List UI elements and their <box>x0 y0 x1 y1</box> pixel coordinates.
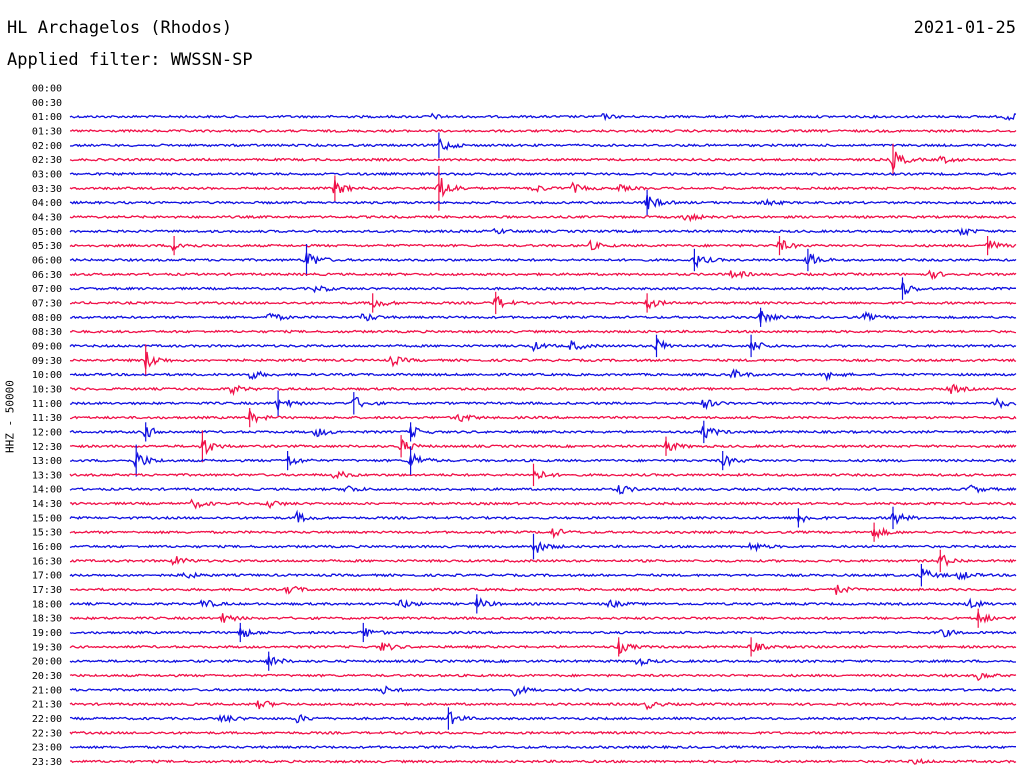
row-time-label: 05:00 <box>32 227 62 238</box>
trace-line <box>69 212 1017 223</box>
trace-line <box>69 171 1017 177</box>
row-time-label: 00:30 <box>32 98 62 109</box>
trace-line <box>69 526 1017 540</box>
row-time-label: 21:00 <box>32 685 62 696</box>
trace-line <box>69 744 1016 750</box>
row-time-label: 08:00 <box>32 313 62 324</box>
row-time-label: 20:00 <box>32 657 62 668</box>
trace-line <box>69 554 1017 568</box>
trace-line <box>69 239 1017 252</box>
row-time-label: 04:30 <box>32 212 62 223</box>
row-time-label: 07:00 <box>32 284 62 295</box>
row-time-label: 22:30 <box>32 728 62 739</box>
trace-line <box>69 612 1016 624</box>
row-time-label: 06:00 <box>32 255 62 266</box>
date-label: 2021-01-25 <box>913 18 1016 38</box>
row-time-label: 03:00 <box>32 169 62 180</box>
trace-line <box>69 470 1017 480</box>
row-time-label: 23:00 <box>32 743 62 754</box>
trace-line <box>69 195 1017 210</box>
trace-line <box>69 484 1017 495</box>
row-time-label: 01:30 <box>32 126 62 137</box>
row-time-label: 15:30 <box>32 528 62 539</box>
trace-line <box>69 177 1017 198</box>
row-time-label: 00:00 <box>32 84 62 95</box>
row-time-label: 19:00 <box>32 628 62 639</box>
row-time-label: 12:00 <box>32 427 62 438</box>
trace-line <box>69 627 1017 638</box>
row-time-label: 13:30 <box>32 470 62 481</box>
row-time-label: 05:30 <box>32 241 62 252</box>
row-time-label: 03:30 <box>32 184 62 195</box>
trace-line <box>69 281 1017 295</box>
row-time-label: 16:30 <box>32 556 62 567</box>
row-time-label: 10:30 <box>32 384 62 395</box>
row-time-label: 18:30 <box>32 614 62 625</box>
trace-line <box>69 541 1017 553</box>
trace-line <box>69 252 1017 269</box>
row-time-label: 08:30 <box>32 327 62 338</box>
row-time-label: 15:00 <box>32 513 62 524</box>
trace-line <box>69 396 1017 411</box>
trace-line <box>70 329 1017 334</box>
row-time-label: 17:30 <box>32 585 62 596</box>
trace-line <box>69 151 1017 172</box>
trace-line <box>69 641 1017 655</box>
trace-line <box>69 509 1017 525</box>
row-time-label: 02:30 <box>32 155 62 166</box>
row-time-label: 20:30 <box>32 671 62 682</box>
row-time-label: 17:00 <box>32 571 62 582</box>
trace-line <box>69 383 1017 397</box>
filter-label: Applied filter: WWSSN-SP <box>7 50 253 70</box>
trace-line <box>69 672 1017 682</box>
row-time-label: 07:30 <box>32 298 62 309</box>
trace-line <box>69 337 1017 353</box>
row-time-label: 18:00 <box>32 599 62 610</box>
row-time-label: 22:00 <box>32 714 62 725</box>
row-time-label: 14:00 <box>32 485 62 496</box>
row-time-label: 04:00 <box>32 198 62 209</box>
trace-line <box>69 700 1017 711</box>
trace-line <box>69 425 1017 439</box>
row-time-label: 06:30 <box>32 270 62 281</box>
trace-line <box>69 711 1016 725</box>
trace-line <box>69 568 1017 581</box>
trace-line <box>69 757 1017 765</box>
trace-line <box>69 269 1017 281</box>
trace-line <box>69 112 1017 122</box>
row-time-label: 19:30 <box>32 642 62 653</box>
trace-line <box>69 655 1016 667</box>
row-time-label: 10:00 <box>32 370 62 381</box>
trace-line <box>69 368 1017 382</box>
trace-line <box>69 128 1017 134</box>
row-time-label: 11:30 <box>32 413 62 424</box>
trace-line <box>69 227 1017 237</box>
row-time-label: 16:00 <box>32 542 62 553</box>
row-time-label: 09:00 <box>32 341 62 352</box>
trace-line <box>69 295 1017 311</box>
trace-line <box>69 584 1017 595</box>
row-time-label: 21:30 <box>32 700 62 711</box>
row-time-label: 01:00 <box>32 112 62 123</box>
row-time-label: 23:30 <box>32 757 62 768</box>
row-time-label: 12:30 <box>32 442 62 453</box>
trace-line <box>69 730 1017 736</box>
trace-line <box>69 310 1017 324</box>
trace-line <box>70 408 1017 424</box>
trace-line <box>69 138 1017 151</box>
row-time-label: 13:00 <box>32 456 62 467</box>
row-time-label: 14:30 <box>32 499 62 510</box>
trace-line <box>69 498 1017 510</box>
row-time-label: 11:00 <box>32 399 62 410</box>
row-time-label: 02:00 <box>32 141 62 152</box>
trace-line <box>69 438 1017 456</box>
trace-line <box>69 351 1017 370</box>
trace-line <box>69 685 1017 697</box>
trace-line <box>70 451 1017 468</box>
row-time-label: 09:30 <box>32 356 62 367</box>
station-title: HL Archagelos (Rhodos) <box>7 18 233 38</box>
trace-line <box>69 597 1017 609</box>
